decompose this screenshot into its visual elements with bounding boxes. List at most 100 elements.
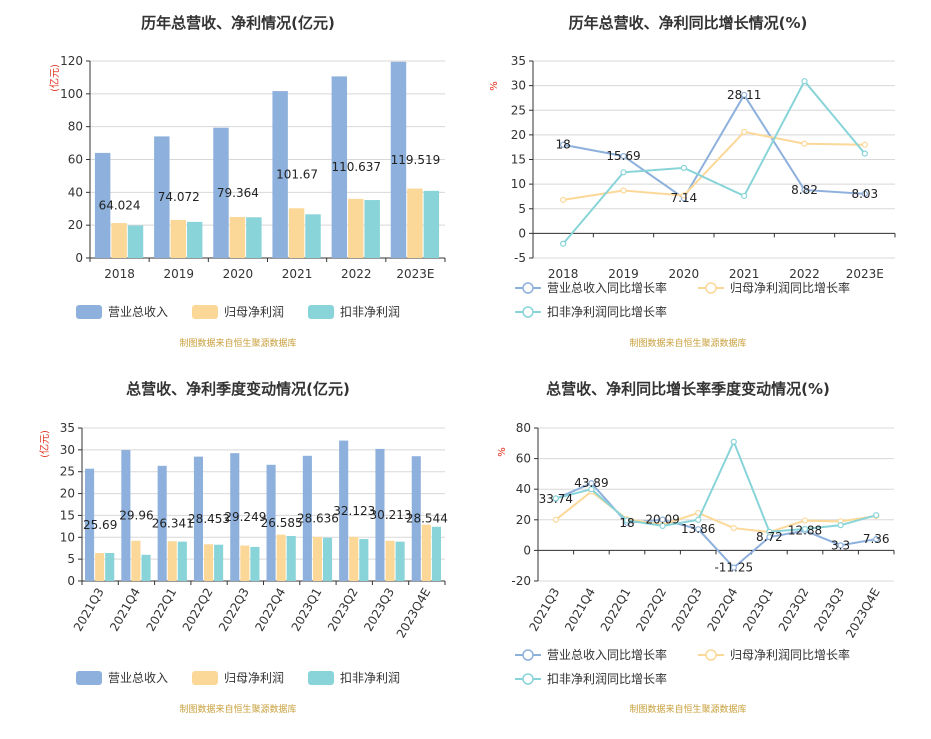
series-point bbox=[801, 525, 809, 533]
x-tick-label: 2023Q4E bbox=[843, 586, 883, 641]
data-label: 15.69 bbox=[606, 149, 640, 163]
data-label: 32.123 bbox=[333, 504, 375, 518]
y-unit-label: (亿元) bbox=[38, 430, 51, 458]
data-label: 8.72 bbox=[756, 530, 783, 544]
y-tick-label: 80 bbox=[68, 120, 83, 134]
bar-parent-profit bbox=[170, 219, 186, 258]
data-label: 30.213 bbox=[370, 508, 412, 522]
data-label: 7.36 bbox=[863, 532, 890, 546]
x-tick-label: 2021Q3 bbox=[526, 586, 562, 634]
series-point bbox=[620, 187, 627, 194]
y-tick-label: 25 bbox=[60, 465, 75, 479]
series-point bbox=[730, 438, 737, 445]
y-tick-label: 80 bbox=[516, 421, 531, 435]
bar-deducted-profit bbox=[322, 537, 333, 581]
y-tick-label: 120 bbox=[60, 54, 83, 68]
bar-revenue bbox=[121, 450, 131, 581]
legend-swatch-marker bbox=[522, 282, 534, 294]
bar-revenue bbox=[266, 464, 276, 581]
y-tick-label: 5 bbox=[67, 552, 75, 566]
x-tick-label: 2022Q2 bbox=[180, 586, 216, 634]
x-tick-label: 2023Q2 bbox=[325, 586, 361, 634]
bar-deducted-profit bbox=[105, 553, 115, 581]
bar-deducted-profit bbox=[214, 544, 224, 581]
legend-swatch bbox=[308, 305, 334, 319]
bar-revenue bbox=[157, 465, 167, 581]
series-point bbox=[861, 150, 868, 157]
series-point bbox=[623, 517, 631, 524]
y-tick-label: 20 bbox=[516, 513, 531, 527]
series-point bbox=[560, 240, 567, 247]
chart-title: 历年总营收、净利情况(亿元) bbox=[141, 14, 335, 32]
legend-label: 扣非净利润同比增长率 bbox=[547, 671, 667, 686]
legend-label: 扣非净利润 bbox=[340, 671, 400, 685]
bar-parent-profit bbox=[288, 208, 305, 258]
legend-swatch-marker bbox=[705, 282, 717, 294]
data-label: 28.636 bbox=[297, 511, 339, 525]
legend-label: 归母净利润同比增长率 bbox=[730, 280, 850, 295]
legend-label: 营业总收入同比增长率 bbox=[547, 647, 667, 662]
series-point bbox=[730, 564, 737, 571]
legend-label: 归母净利润同比增长率 bbox=[730, 647, 850, 662]
bar-deducted-profit bbox=[423, 190, 440, 258]
x-tick-label: 2023Q3 bbox=[811, 586, 847, 634]
x-tick-label: 2021Q4 bbox=[107, 586, 143, 634]
bar-parent-profit bbox=[240, 545, 250, 581]
bar-revenue bbox=[302, 455, 312, 581]
series-point bbox=[560, 141, 567, 148]
series-point bbox=[801, 186, 808, 194]
legend-label: 营业总收入 bbox=[108, 305, 168, 319]
bar-revenue bbox=[193, 456, 204, 581]
x-tick-label: 2021 bbox=[282, 267, 313, 281]
data-label: 29.96 bbox=[119, 509, 153, 523]
series-point bbox=[620, 153, 627, 160]
chart-quarterly_amounts: 总营收、净利季度变动情况(亿元) (亿元) 0 5 10 15 20 25 30 35 2021Q3… bbox=[38, 380, 448, 715]
data-label: 28.544 bbox=[406, 512, 448, 526]
x-tick-label: 2022Q2 bbox=[633, 586, 669, 634]
bar-parent-profit bbox=[385, 540, 395, 581]
data-label: 74.072 bbox=[158, 190, 200, 204]
data-label: 25.69 bbox=[83, 518, 117, 532]
series-point bbox=[873, 512, 880, 519]
legend-label: 扣非净利润同比增长率 bbox=[547, 304, 667, 319]
y-tick-label: 0 bbox=[75, 251, 83, 265]
y-unit-label: % bbox=[497, 447, 508, 457]
data-label: 26.341 bbox=[152, 516, 194, 530]
y-tick-label: 20 bbox=[511, 128, 526, 142]
bar-deducted-profit bbox=[305, 214, 321, 258]
data-label: -11.25 bbox=[714, 561, 753, 575]
y-tick-label: 100 bbox=[60, 87, 83, 101]
x-tick-label: 2022Q1 bbox=[598, 586, 634, 634]
y-tick-label: 10 bbox=[60, 530, 75, 544]
legend-swatch-marker bbox=[522, 306, 534, 318]
x-tick-label: 2022Q3 bbox=[669, 586, 705, 634]
source-note: 制图数据来自恒生聚源数据库 bbox=[179, 703, 296, 715]
series-point bbox=[552, 495, 559, 502]
bar-deducted-profit bbox=[186, 221, 203, 258]
legend-label: 归母净利润 bbox=[224, 305, 284, 319]
bar-revenue bbox=[230, 453, 240, 581]
series-point bbox=[801, 78, 808, 85]
chart-title: 历年总营收、净利同比增长情况(%) bbox=[569, 14, 808, 32]
y-tick-label: 35 bbox=[60, 421, 75, 435]
series-line bbox=[555, 482, 877, 569]
series-line bbox=[562, 93, 865, 200]
x-tick-label: 2022 bbox=[789, 267, 820, 281]
legend-label: 扣非净利润 bbox=[340, 305, 400, 319]
data-label: 3.3 bbox=[831, 538, 850, 552]
bar-revenue bbox=[154, 136, 170, 258]
chart-title: 总营收、净利季度变动情况(亿元) bbox=[126, 380, 350, 398]
x-tick-label: 2023Q4E bbox=[394, 586, 434, 641]
series-point bbox=[861, 190, 868, 197]
series-line bbox=[563, 130, 865, 201]
bar-revenue bbox=[390, 61, 407, 258]
x-tick-label: 2019 bbox=[163, 267, 194, 281]
data-label: 43.89 bbox=[574, 476, 608, 490]
y-tick-label: 0 bbox=[523, 543, 531, 557]
bar-parent-profit bbox=[349, 536, 359, 581]
series-point bbox=[680, 164, 687, 171]
bar-revenue bbox=[411, 456, 421, 581]
x-tick-label: 2023Q3 bbox=[361, 586, 397, 634]
series-point bbox=[552, 516, 559, 523]
